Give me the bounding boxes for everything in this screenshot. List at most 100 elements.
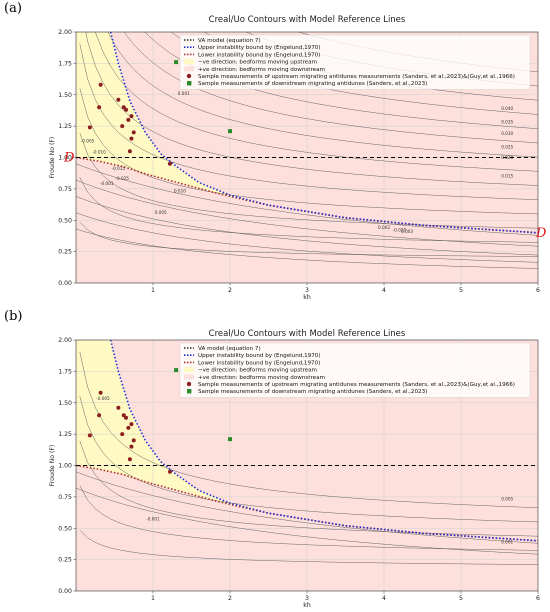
legend-positive-swatch (184, 66, 194, 72)
y-tick-label: 1.00 (58, 463, 72, 470)
legend-entry: Sample measurements of downstream migrat… (187, 389, 427, 395)
upstream-marker (98, 390, 103, 395)
x-tick-label: 1 (151, 287, 155, 294)
contour-label: -0.015 (112, 166, 126, 171)
contour-label: -0.005 (81, 138, 95, 143)
contour-line (79, 485, 538, 551)
contour-line (76, 228, 538, 269)
legend-upstream-swatch (186, 73, 192, 79)
contour-label: 0.030 (501, 131, 513, 136)
legend-entry: −ve direction: bedforms moving upstream (184, 367, 317, 374)
negative-region (76, 340, 538, 541)
y-tick-label: 0.75 (58, 186, 72, 193)
y-tick-label: 0.25 (58, 249, 72, 256)
y-axis-label: Froude No (F) (49, 445, 56, 487)
legend-entry: Sample measurements of upstream migratin… (186, 381, 515, 388)
y-tick-label: 1.00 (58, 155, 72, 162)
x-tick-label: 3 (305, 595, 309, 602)
contour-label: 0.010 (174, 189, 186, 194)
upstream-marker (167, 161, 172, 166)
upstream-marker (167, 469, 172, 474)
contour-label: 0.005 (501, 497, 513, 502)
y-tick-label: 0.50 (58, 217, 72, 224)
upstream-marker (124, 415, 129, 420)
panel-a: (a) Creal/Uo Contours with Model Referenc… (4, 1, 547, 301)
contour-label: 0.005 (155, 210, 167, 215)
contour-line (79, 221, 538, 257)
y-tick-label: 1.75 (58, 60, 72, 67)
upstream-marker (97, 413, 102, 418)
legend-label: Sample measurements of downstream migrat… (198, 81, 427, 87)
panel-b: (b) Creal/Uo Contours with Model Referenc… (4, 309, 540, 609)
upstream-marker (87, 125, 92, 130)
legend-label: Lower instability bound by (Engelund,197… (198, 52, 320, 58)
y-tick-label: 1.50 (58, 92, 72, 99)
contour-line (76, 471, 538, 544)
legend-label: Upper instability bound by (Engelund,197… (198, 353, 321, 359)
x-tick-label: 2 (228, 595, 232, 602)
x-tick-label: 6 (536, 595, 540, 602)
contour-label: -0.010 (92, 150, 106, 155)
x-tick-label: 4 (382, 595, 386, 602)
upstream-marker (116, 97, 121, 102)
y-tick-label: 1.25 (58, 431, 72, 438)
contour-label: 0.001 (178, 91, 190, 96)
y-tick-label: 1.50 (58, 400, 72, 407)
downstream-marker (228, 129, 232, 134)
contour-line (79, 132, 538, 229)
x-axis-label: kh (303, 602, 311, 609)
chart-title: Creal/Uo Contours with Model Reference L… (209, 15, 406, 25)
contour-label: -0.005 (96, 396, 110, 401)
legend-label: −ve direction: bedforms moving upstream (198, 60, 317, 66)
contour-label: 0.035 (501, 120, 513, 125)
x-tick-label: 3 (305, 287, 309, 294)
upstream-marker (129, 444, 134, 449)
contour-label: 0.040 (501, 106, 513, 111)
legend-entry: +ve direction: bedforms moving downstrea… (184, 374, 325, 381)
contour-line (79, 88, 538, 215)
contour-label: -0.001 (146, 517, 160, 522)
legend-label: Sample measurements of downstream migrat… (198, 389, 427, 395)
upstream-marker (98, 82, 103, 87)
annotation-d-left: D (63, 151, 75, 166)
y-tick-label: 1.25 (58, 123, 72, 130)
x-tick-label: 1 (151, 595, 155, 602)
upstream-marker (129, 114, 134, 119)
contour-label: -0.025 (115, 176, 129, 181)
legend-box (179, 342, 531, 398)
legend-entry: −ve direction: bedforms moving upstream (184, 59, 317, 66)
x-tick-label: 2 (228, 287, 232, 294)
legend-label: Lower instability bound by (Engelund,197… (198, 360, 320, 366)
legend-entry: Upper instability bound by (Engelund,197… (184, 353, 321, 359)
legend-box (179, 34, 531, 90)
x-tick-label: 5 (459, 595, 463, 602)
legend-entry: Upper instability bound by (Engelund,197… (184, 45, 321, 51)
contour-line (76, 163, 538, 236)
upstream-marker (116, 405, 121, 410)
contour-label: 0.002 (378, 225, 390, 230)
x-tick-label: 5 (459, 287, 463, 294)
y-tick-label: 2.00 (58, 337, 72, 344)
lower-bound-line (76, 464, 538, 542)
y-tick-label: 0.50 (58, 525, 72, 532)
legend-positive-swatch (184, 374, 194, 380)
legend-entry: VA model (equation 7) (184, 346, 261, 352)
contour-label: 0.020 (501, 155, 513, 160)
contour-line (76, 487, 538, 555)
upstream-marker (124, 107, 129, 112)
chart-title: Creal/Uo Contours with Model Reference L… (209, 329, 406, 339)
contour-line (79, 177, 538, 243)
y-tick-label: 1.75 (58, 368, 72, 375)
y-tick-label: 0.00 (58, 280, 72, 287)
contour-line (79, 529, 538, 565)
contour-line (76, 196, 538, 256)
contour-line (107, 32, 538, 158)
upstream-marker (120, 432, 125, 437)
x-tick-label: 4 (382, 287, 386, 294)
contour-label: -0.020 (393, 228, 407, 233)
legend-entry: Lower instability bound by (Engelund,197… (184, 360, 320, 366)
negative-region (76, 32, 538, 233)
upstream-marker (87, 433, 92, 438)
contour-line (144, 32, 538, 129)
y-tick-label: 0.25 (58, 557, 72, 564)
